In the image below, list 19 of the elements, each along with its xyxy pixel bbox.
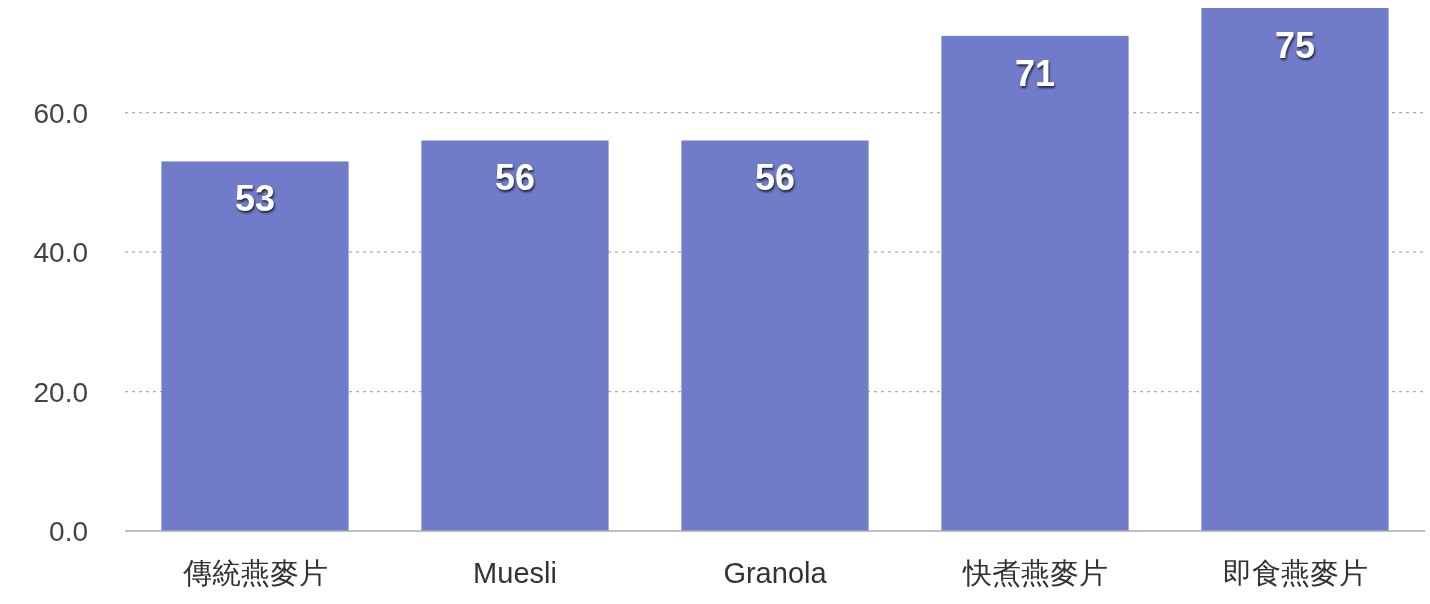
data-label: 71	[1014, 52, 1056, 94]
y-tick-label: 20.0	[33, 376, 88, 408]
y-tick-label: 60.0	[33, 97, 88, 129]
data-label: 56	[754, 157, 796, 199]
data-label: 53	[234, 178, 276, 220]
bar	[681, 140, 869, 531]
bar	[941, 35, 1129, 531]
x-tick-label: 傳統燕麥片	[181, 557, 328, 589]
x-tick-label: Granola	[723, 557, 828, 589]
x-tick-label: Muesli	[473, 557, 557, 589]
y-tick-label: 0.0	[49, 516, 88, 547]
x-tick-label: 即食燕麥片	[1222, 557, 1368, 589]
data-label: 75	[1274, 25, 1316, 66]
bar	[1201, 8, 1389, 531]
bar	[421, 140, 609, 531]
data-label: 56	[494, 157, 536, 199]
bar	[161, 161, 349, 531]
y-tick-label: 40.0	[33, 237, 88, 269]
x-tick-label: 快煮燕麥片	[961, 557, 1108, 589]
